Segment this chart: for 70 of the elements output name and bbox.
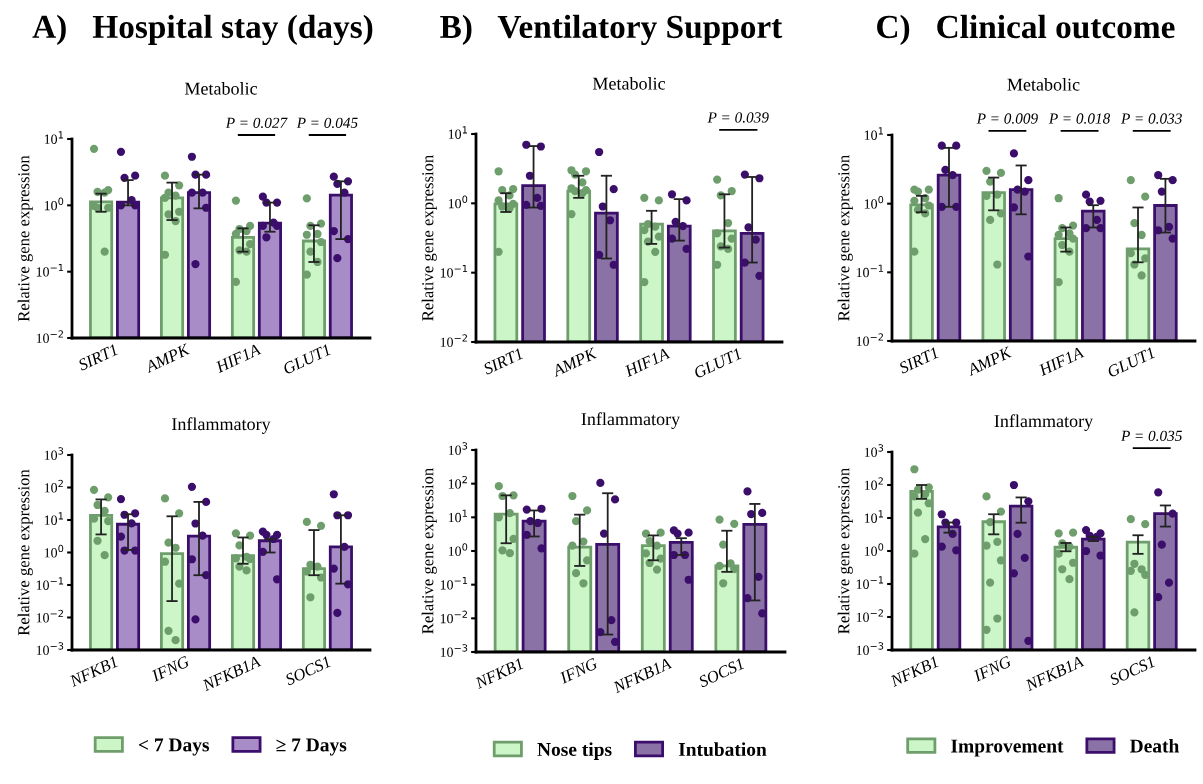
legend-label: Death bbox=[1129, 738, 1180, 753]
y-tick-label: 10$^{−1}$ bbox=[36, 577, 64, 590]
x-tick-label: HIF1A bbox=[623, 347, 671, 377]
x-tick-label: HIF1A bbox=[214, 343, 262, 373]
x-tick-label: HIF1A bbox=[1037, 346, 1085, 376]
y-tick-label: 10$^{−2}$ bbox=[440, 334, 467, 347]
legend-label: Intubation bbox=[678, 742, 767, 757]
y-tick-label: 10$^{−1}$ bbox=[856, 576, 884, 589]
x-tick-label: IFNG bbox=[558, 657, 599, 684]
text: P = 0.018 bbox=[1048, 113, 1111, 124]
y-tick-label: 10$^{1}$ bbox=[448, 126, 467, 139]
y-axis-title: Relative gene expression bbox=[837, 154, 853, 321]
y-tick-label: 10$^{−2}$ bbox=[856, 333, 883, 346]
chart-title: B) Ventilatory Support bbox=[440, 14, 783, 45]
y-tick-label: 10$^{1}$ bbox=[44, 512, 63, 525]
y-tick-label: 10$^{−1}$ bbox=[36, 264, 64, 277]
y-tick-label: 10$^{0}$ bbox=[44, 544, 64, 558]
y-tick-label: 10$^{1}$ bbox=[44, 131, 63, 144]
legend-label: < 7 Days bbox=[138, 738, 210, 756]
y-tick-label: 10$^{0}$ bbox=[864, 195, 884, 209]
x-tick-label: SIRT1 bbox=[897, 347, 939, 375]
x-tick-label: SIRT1 bbox=[77, 344, 118, 372]
chart-subtitle: Metabolic bbox=[184, 82, 258, 95]
y-tick-label: 10$^{1}$ bbox=[448, 509, 467, 523]
y-tick-label: 10$^{3}$ bbox=[864, 444, 884, 457]
legend-label: Nose tips bbox=[537, 742, 612, 760]
y-tick-label: 10$^{−1}$ bbox=[440, 265, 468, 278]
chart-title: C) Clinical outcome bbox=[877, 14, 1175, 45]
chart-title: Inflammatory bbox=[581, 412, 681, 429]
x-tick-label: SIRT1 bbox=[482, 348, 524, 376]
y-tick-label: 10$^{3}$ bbox=[448, 442, 468, 455]
x-tick-label: IFNG bbox=[972, 655, 1013, 682]
y-tick-label: 10$^{0}$ bbox=[448, 195, 468, 209]
legend-label: ≥ 7 Days bbox=[276, 738, 347, 756]
text: P = 0.045 bbox=[296, 117, 358, 128]
y-tick-label: 10$^{−3}$ bbox=[36, 642, 64, 655]
chart-subtitle: Metabolic bbox=[592, 77, 666, 90]
y-tick-label: 10$^{−1}$ bbox=[856, 264, 884, 278]
y-axis-title: Relative gene expression bbox=[837, 467, 853, 634]
y-tick-label: 10$^{−3}$ bbox=[440, 644, 468, 657]
y-tick-label: 10$^{0}$ bbox=[448, 543, 468, 556]
text: P = 0.039 bbox=[707, 112, 769, 123]
y-tick-label: 10$^{−2}$ bbox=[36, 609, 63, 623]
y-tick-label: 10$^{−2}$ bbox=[36, 330, 63, 343]
y-axis-title: Relative gene expression bbox=[17, 155, 33, 322]
y-tick-label: 10$^{3}$ bbox=[44, 447, 64, 460]
y-axis-title: Relative gene expression bbox=[421, 467, 437, 634]
chart-title: Inflammatory bbox=[994, 414, 1094, 431]
y-tick-label: 10$^{1}$ bbox=[864, 510, 883, 523]
y-axis-title: Relative gene expression bbox=[17, 469, 33, 636]
y-tick-label: 10$^{−3}$ bbox=[856, 642, 884, 655]
x-tick-label: IFNG bbox=[150, 655, 191, 682]
y-tick-label: 10$^{1}$ bbox=[864, 127, 883, 140]
y-axis-title: Relative gene expression bbox=[421, 154, 437, 321]
y-tick-label: 10$^{−2}$ bbox=[856, 609, 883, 622]
y-tick-label: 10$^{0}$ bbox=[864, 543, 884, 556]
text: P = 0.027 bbox=[225, 117, 288, 128]
y-tick-label: 10$^{2}$ bbox=[864, 477, 883, 490]
legend-label: Improvement bbox=[951, 739, 1064, 757]
y-tick-label: 10$^{−1}$ bbox=[440, 577, 468, 590]
y-tick-label: 10$^{2}$ bbox=[448, 475, 467, 489]
chart-title: Inflammatory bbox=[172, 417, 271, 434]
text: P = 0.009 bbox=[976, 113, 1038, 124]
chart-title: A) Hospital stay (days) bbox=[32, 14, 373, 45]
text: P = 0.033 bbox=[1120, 113, 1182, 124]
y-tick-label: 10$^{0}$ bbox=[44, 197, 64, 211]
y-tick-label: 10$^{−2}$ bbox=[440, 610, 467, 624]
y-tick-label: 10$^{2}$ bbox=[44, 479, 63, 493]
chart-subtitle: Metabolic bbox=[1007, 78, 1080, 91]
text: P = 0.035 bbox=[1120, 430, 1182, 442]
